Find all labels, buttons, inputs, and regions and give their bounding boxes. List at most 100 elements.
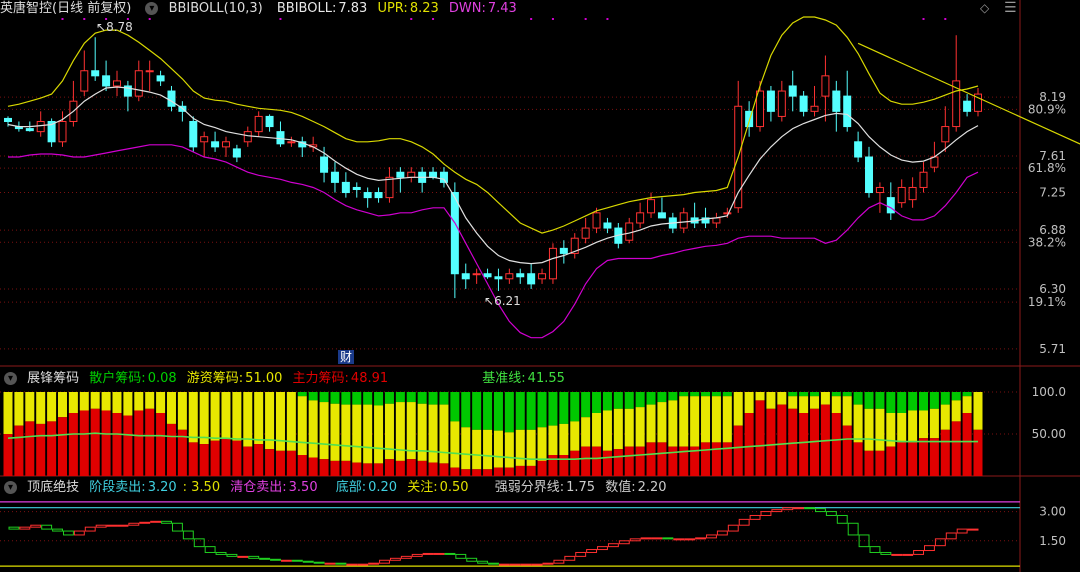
main-force-bar — [537, 460, 547, 476]
retail-bar — [384, 392, 394, 404]
retail-bar — [515, 392, 525, 430]
retail-bar — [537, 392, 547, 428]
candle-down — [963, 100, 972, 112]
candle-up — [134, 70, 143, 97]
main-force-bar — [493, 467, 503, 476]
retail-bar — [853, 392, 863, 405]
finance-badge[interactable]: 财 — [338, 350, 355, 364]
retail-bar — [592, 392, 602, 414]
base-value: 41.55 — [527, 371, 565, 386]
window-menu-icon[interactable]: ☰ — [1004, 0, 1017, 16]
hot-money-bar — [417, 403, 427, 461]
num-value: 2.20 — [637, 480, 667, 495]
candle-up — [221, 141, 230, 148]
step-up — [749, 514, 761, 520]
signal-marker — [105, 18, 108, 20]
main-force-bar — [123, 415, 133, 476]
retail-label: 散户筹码: — [89, 371, 146, 386]
step-up — [618, 540, 630, 545]
step-up — [607, 543, 619, 548]
main-force-bar — [581, 446, 591, 476]
candle-down — [603, 222, 612, 229]
tb-tick-label: 3.00 — [1039, 505, 1066, 519]
hot-money-bar — [450, 421, 460, 468]
step-down — [270, 558, 281, 561]
main-force-bar — [177, 429, 187, 476]
hot-money-bar — [156, 392, 166, 413]
hot-money-bar — [439, 404, 449, 464]
candle-down — [461, 273, 470, 280]
price-tick-label: 19.1% — [1028, 295, 1066, 309]
indicator-name[interactable]: BBIBOLL(10,3) — [168, 1, 263, 16]
hot-money-bar — [188, 392, 198, 443]
step-down — [204, 546, 216, 553]
retail-bar — [951, 392, 961, 401]
main-force-bar — [286, 450, 296, 476]
signal-marker — [432, 18, 435, 20]
price-tick-label: 5.71 — [1039, 342, 1066, 356]
step-down — [8, 526, 20, 530]
tb-switch-icon[interactable]: ▾ — [4, 481, 17, 494]
candle-down — [429, 171, 438, 178]
chips-switch-icon[interactable]: ▾ — [4, 372, 17, 385]
retail-bar — [799, 392, 809, 397]
main-force-bar — [570, 450, 580, 476]
main-force-bar — [548, 455, 558, 476]
retail-bar — [526, 392, 536, 430]
candle-down — [4, 117, 12, 122]
step-up — [346, 563, 358, 566]
step-up — [716, 530, 728, 536]
stage-value: 3.20 — [147, 480, 177, 495]
retail-bar — [406, 392, 416, 403]
main-force-bar — [940, 429, 950, 476]
step-up — [433, 552, 445, 555]
step-up — [542, 562, 554, 565]
main-label: 主力筹码: — [292, 371, 349, 386]
clear-value: 3.50 — [288, 480, 318, 495]
step-down — [291, 559, 303, 562]
retail-bar — [602, 392, 612, 411]
price-tick-label: 6.88 — [1039, 223, 1066, 237]
hot-money-bar — [668, 400, 678, 447]
candle-up — [875, 186, 884, 194]
diamond-icon[interactable]: ◇ — [980, 1, 990, 15]
indicator-switch-icon[interactable]: ▾ — [145, 2, 159, 15]
stage-value-2: : 3.50 — [182, 480, 221, 495]
step-up — [324, 562, 336, 565]
hot-money-bar — [308, 400, 318, 458]
price-panel — [0, 16, 1080, 350]
step-up — [760, 511, 772, 516]
candle-up — [407, 171, 416, 178]
hot-money-bar — [461, 427, 471, 470]
main-force-bar — [744, 413, 754, 476]
candle-up — [647, 199, 656, 214]
main-force-bar — [624, 446, 634, 476]
step-up — [891, 553, 903, 556]
step-down — [880, 551, 892, 555]
main-force-bar — [592, 446, 602, 476]
price-tick-label: 61.8% — [1028, 161, 1066, 175]
candle-down — [854, 141, 863, 158]
main-force-bar — [864, 450, 874, 476]
main-force-bar — [25, 421, 35, 476]
step-down — [477, 560, 489, 564]
step-up — [553, 559, 565, 564]
retail-bar — [657, 392, 667, 403]
main-force-bar — [90, 408, 100, 476]
dwn-value: 7.43 — [487, 1, 517, 16]
retail-value: 0.08 — [147, 371, 177, 386]
signal-marker — [126, 18, 129, 20]
candle-down — [886, 197, 895, 214]
step-down — [836, 514, 848, 524]
hot-money-bar — [297, 396, 307, 455]
hot-money-bar — [243, 392, 253, 447]
main-force-bar — [690, 446, 700, 476]
main-force-bar — [363, 463, 373, 476]
hot-money-bar — [36, 392, 46, 424]
candle-down — [25, 128, 34, 132]
main-force-bar — [384, 459, 394, 476]
candle-up — [80, 70, 89, 92]
step-up — [379, 559, 390, 564]
signal-marker — [83, 18, 86, 20]
